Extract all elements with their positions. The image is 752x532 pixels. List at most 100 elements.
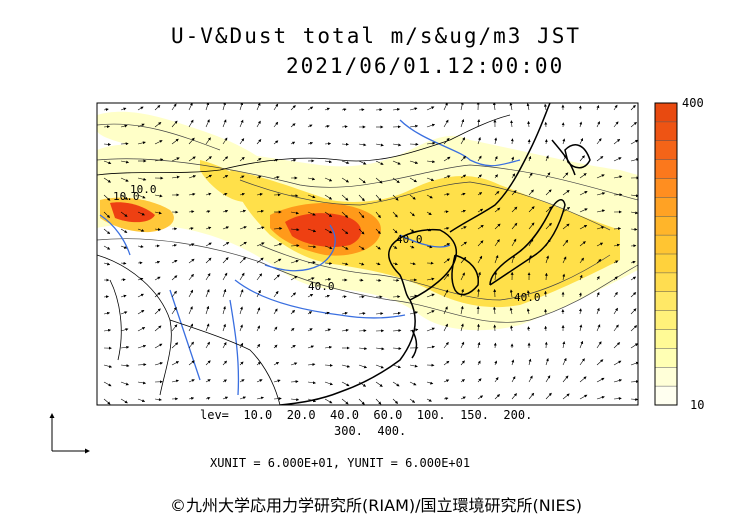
wind-arrow-icon <box>511 190 517 196</box>
vector-unit-scale: XUNIT = 6.000E+01, YUNIT = 6.000E+01 <box>210 456 471 470</box>
wind-arrow-icon <box>341 262 349 266</box>
wind-arrow-icon <box>494 223 501 230</box>
wind-arrow-icon <box>596 359 604 366</box>
wind-arrow-icon <box>307 106 314 111</box>
wind-arrow-icon <box>613 138 621 145</box>
wind-arrow-icon <box>375 211 381 219</box>
river-line <box>399 119 521 167</box>
wind-arrow-icon <box>426 177 435 182</box>
colorbar-swatch <box>655 310 677 330</box>
wind-arrow-icon <box>613 157 622 162</box>
wind-arrow-icon <box>493 342 497 349</box>
colorbar-swatch <box>655 329 677 349</box>
wind-arrow-icon <box>613 379 623 383</box>
wind-arrow-icon <box>307 277 315 281</box>
wind-arrow-icon <box>511 222 518 230</box>
wind-arrow-icon <box>103 125 110 129</box>
wind-arrow-icon <box>307 362 316 366</box>
wind-arrow-icon <box>290 259 299 264</box>
wind-arrow-icon <box>630 139 638 145</box>
wind-arrow-icon <box>137 141 146 145</box>
wind-arrow-icon <box>290 344 296 349</box>
wind-arrow-icon <box>375 347 385 351</box>
colorbar-swatch <box>655 197 677 217</box>
wind-arrow-icon <box>341 194 349 201</box>
wind-arrow-icon <box>256 139 262 145</box>
wind-arrow-icon <box>426 310 435 315</box>
contour-labels: 40.0 40.0 40.0 10.0 10.0 <box>113 183 541 304</box>
wind-arrow-icon <box>171 103 177 111</box>
wind-arrow-icon <box>409 328 419 332</box>
wind-arrow-icon <box>409 381 417 386</box>
wind-arrow-icon <box>205 360 211 366</box>
wind-arrow-icon <box>188 210 195 214</box>
wind-arrow-icon <box>460 241 467 247</box>
wind-arrow-icon <box>596 258 602 264</box>
wind-arrow-icon <box>510 138 514 145</box>
wind-arrow-icon <box>477 240 484 247</box>
wind-arrow-icon <box>358 143 367 147</box>
wind-arrow-icon <box>137 277 144 281</box>
wind-arrow-icon <box>510 325 514 332</box>
wind-arrow-icon <box>443 379 450 383</box>
copyright-credit: ©九州大学応用力学研究所(RIAM)/国立環境研究所(NIES) <box>170 496 582 515</box>
wind-arrow-icon <box>358 108 365 112</box>
coastline <box>279 228 457 405</box>
wind-arrow-icon <box>137 309 145 315</box>
contour-line <box>239 179 611 231</box>
wind-arrow-icon <box>579 358 585 366</box>
wind-arrow-icon <box>579 191 588 196</box>
wind-arrow-icon <box>409 194 416 200</box>
wind-arrow-icon <box>103 364 113 368</box>
wind-arrow-icon <box>154 211 162 215</box>
wind-arrow-icon <box>103 160 112 165</box>
colorbar-swatch <box>655 254 677 273</box>
wind-arrow-icon <box>511 206 518 213</box>
wind-arrow-icon <box>544 290 548 298</box>
chart-title: U-V&Dust total m/s&ug/m3 JST <box>170 24 581 48</box>
wind-arrow-icon <box>239 342 244 349</box>
wind-arrow-icon <box>358 245 365 250</box>
wind-arrow-icon <box>239 256 247 264</box>
wind-arrow-icon <box>188 156 196 162</box>
wind-arrow-icon <box>562 239 569 247</box>
colorbar <box>654 102 678 406</box>
wind-arrow-icon <box>358 381 367 387</box>
wind-arrow-icon <box>545 375 551 383</box>
wind-arrow-icon <box>375 108 383 112</box>
valid-datetime: 2021/06/01.12:00:00 <box>286 54 565 78</box>
wind-arrow-icon <box>120 177 129 182</box>
wind-arrow-icon <box>494 174 498 179</box>
wind-arrow-icon <box>578 292 582 298</box>
wind-arrow-icon <box>409 107 418 111</box>
wind-arrow-icon <box>290 309 296 315</box>
wind-arrow-icon <box>460 256 467 264</box>
contour-line <box>97 238 638 323</box>
wind-arrow-icon <box>188 360 195 366</box>
wind-arrow-icon <box>307 124 313 128</box>
wind-arrow-icon <box>222 226 230 230</box>
wind-arrow-icon <box>324 142 332 146</box>
wind-arrow-icon <box>154 140 163 145</box>
wind-arrow-icon <box>526 308 530 315</box>
wind-arrow-icon <box>256 289 261 298</box>
wind-arrow-icon <box>426 194 433 199</box>
wind-arrow-icon <box>341 108 347 112</box>
wind-arrow-icon <box>476 323 480 332</box>
wind-arrow-icon <box>579 208 588 213</box>
wind-arrow-icon <box>324 345 333 349</box>
coastline <box>411 329 418 359</box>
wind-arrow-icon <box>188 103 193 111</box>
wind-arrow-icon <box>222 103 226 111</box>
wind-arrow-icon <box>460 360 465 366</box>
wind-arrow-icon <box>426 123 436 128</box>
wind-arrow-icon <box>392 211 398 218</box>
wind-arrow-icon <box>341 160 350 164</box>
wind-arrow-icon <box>562 207 571 213</box>
wind-arrow-icon <box>443 289 449 298</box>
wind-arrow-icon <box>492 103 496 111</box>
wind-arrow-icon <box>307 328 313 332</box>
wind-arrow-icon <box>120 364 130 368</box>
wind-arrow-icon <box>341 295 347 299</box>
wind-arrow-icon <box>290 211 299 215</box>
